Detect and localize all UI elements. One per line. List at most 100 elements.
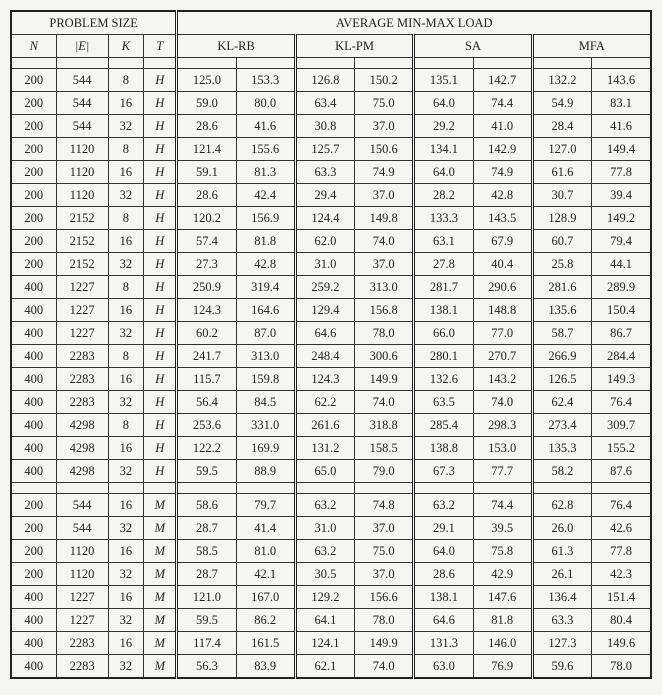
hdr-algo-0: KL-RB: [177, 35, 295, 58]
cell: 200: [11, 69, 56, 92]
table-row: 20054432M28.741.431.037.029.139.526.042.…: [11, 517, 651, 540]
cell: 75.8: [473, 540, 532, 563]
hdr-avg-load: AVERAGE MIN-MAX LOAD: [177, 11, 651, 35]
cell: 41.6: [236, 115, 295, 138]
cell: 128.9: [532, 207, 591, 230]
cell: 129.4: [295, 299, 354, 322]
cell: 2283: [56, 345, 108, 368]
cell: 67.3: [414, 460, 473, 483]
table-row: 20011208H121.4155.6125.7150.6134.1142.91…: [11, 138, 651, 161]
cell: 40.4: [473, 253, 532, 276]
cell: M: [144, 655, 177, 679]
cell: 57.4: [177, 230, 236, 253]
cell: 32: [108, 184, 144, 207]
cell: 136.4: [532, 586, 591, 609]
cell: 156.9: [236, 207, 295, 230]
hdr-algo-2: SA: [414, 35, 532, 58]
cell: 200: [11, 230, 56, 253]
cell: 78.0: [355, 322, 414, 345]
cell: 62.1: [295, 655, 354, 679]
table-row: 20054432H28.641.630.837.029.241.028.441.…: [11, 115, 651, 138]
cell: 29.2: [414, 115, 473, 138]
cell: 86.2: [236, 609, 295, 632]
cell: 63.1: [414, 230, 473, 253]
cell: 63.2: [295, 494, 354, 517]
cell: 161.5: [236, 632, 295, 655]
table-row: 200112032M28.742.130.537.028.642.926.142…: [11, 563, 651, 586]
cell: 74.0: [355, 655, 414, 679]
cell: 400: [11, 437, 56, 460]
cell: 87.0: [236, 322, 295, 345]
cell: 64.0: [414, 161, 473, 184]
cell: 138.8: [414, 437, 473, 460]
table-row: 200215216H57.481.862.074.063.167.960.779…: [11, 230, 651, 253]
cell: 169.9: [236, 437, 295, 460]
cell: 133.3: [414, 207, 473, 230]
cell: 64.0: [414, 540, 473, 563]
cell: 400: [11, 299, 56, 322]
cell: 60.2: [177, 322, 236, 345]
cell: H: [144, 391, 177, 414]
cell: 544: [56, 69, 108, 92]
cell: 250.9: [177, 276, 236, 299]
spacer-cell: [592, 58, 652, 69]
cell: 42.8: [473, 184, 532, 207]
table-row: 40012278H250.9319.4259.2313.0281.7290.62…: [11, 276, 651, 299]
cell: 1227: [56, 276, 108, 299]
cell: 284.4: [592, 345, 652, 368]
cell: 74.0: [473, 391, 532, 414]
cell: 42.8: [236, 253, 295, 276]
cell: 135.6: [532, 299, 591, 322]
spacer-cell: [108, 58, 144, 69]
cell: 74.4: [473, 92, 532, 115]
cell: 59.1: [177, 161, 236, 184]
cell: 129.2: [295, 586, 354, 609]
cell: 281.7: [414, 276, 473, 299]
cell: 120.2: [177, 207, 236, 230]
cell: 318.8: [355, 414, 414, 437]
cell: 25.8: [532, 253, 591, 276]
cell: 289.9: [592, 276, 652, 299]
cell: 61.6: [532, 161, 591, 184]
cell: 155.6: [236, 138, 295, 161]
cell: 1120: [56, 138, 108, 161]
cell: 26.0: [532, 517, 591, 540]
cell: H: [144, 253, 177, 276]
cell: 63.2: [295, 540, 354, 563]
cell: 74.4: [473, 494, 532, 517]
table-row: 400122716H124.3164.6129.4156.8138.1148.8…: [11, 299, 651, 322]
cell: 124.3: [295, 368, 354, 391]
cell: M: [144, 540, 177, 563]
spacer-cell: [473, 483, 532, 494]
cell: 1120: [56, 563, 108, 586]
cell: 64.0: [414, 92, 473, 115]
spacer-cell: [236, 58, 295, 69]
cell: 28.6: [177, 184, 236, 207]
cell: 32: [108, 655, 144, 679]
cell: 28.2: [414, 184, 473, 207]
cell: 76.4: [592, 494, 652, 517]
cell: 81.8: [236, 230, 295, 253]
cell: 59.0: [177, 92, 236, 115]
cell: 16: [108, 92, 144, 115]
cell: 32: [108, 322, 144, 345]
cell: 164.6: [236, 299, 295, 322]
cell: 32: [108, 115, 144, 138]
cell: H: [144, 345, 177, 368]
cell: 37.0: [355, 184, 414, 207]
cell: 16: [108, 494, 144, 517]
cell: 16: [108, 437, 144, 460]
cell: 200: [11, 494, 56, 517]
cell: 63.0: [414, 655, 473, 679]
table-row: 400228316M117.4161.5124.1149.9131.3146.0…: [11, 632, 651, 655]
spacer-cell: [532, 58, 591, 69]
cell: 132.2: [532, 69, 591, 92]
cell: 62.0: [295, 230, 354, 253]
spacer-cell: [295, 58, 354, 69]
table-row: 40022838H241.7313.0248.4300.6280.1270.72…: [11, 345, 651, 368]
cell: 74.8: [355, 494, 414, 517]
cell: 83.9: [236, 655, 295, 679]
cell: 16: [108, 540, 144, 563]
cell: H: [144, 437, 177, 460]
cell: 64.6: [295, 322, 354, 345]
